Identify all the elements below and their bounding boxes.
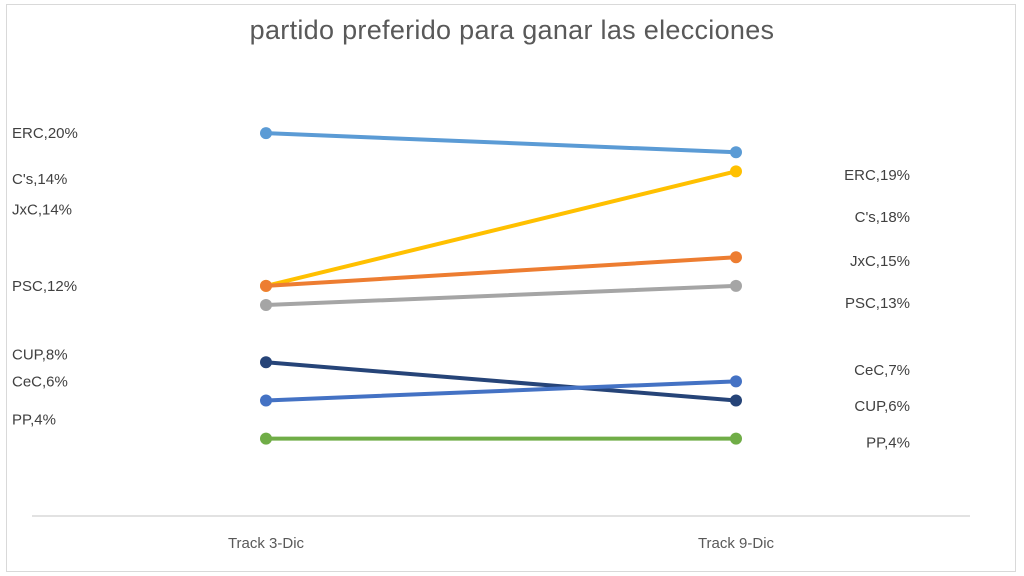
data-point [730,394,742,407]
data-point [260,279,272,292]
right-data-label: CeC,7% [854,362,910,379]
series-line [264,283,738,307]
right-data-label: C's,18% [855,209,910,226]
left-data-label: CUP,8% [12,347,68,364]
data-point [260,299,272,311]
x-tick-label: Track 9-Dic [698,535,775,552]
series-line [264,131,738,155]
series-line [264,169,738,288]
data-point [730,432,742,445]
data-point [730,375,742,388]
data-point [260,432,272,445]
right-data-label: PP,4% [866,434,910,451]
left-data-label: PP,4% [12,412,56,429]
right-data-label: ERC,19% [844,167,910,184]
data-point [730,165,742,178]
left-data-label: PSC,12% [12,278,77,295]
series-line [264,360,738,403]
left-data-label: C's,14% [12,171,67,188]
right-data-label: CUP,6% [854,398,910,415]
left-data-label: CeC,6% [12,373,68,390]
data-point [730,251,742,264]
data-point [730,146,742,159]
data-point [260,356,272,369]
series-line [264,255,738,288]
right-data-label: JxC,15% [850,253,910,270]
left-data-label: ERC,20% [12,125,78,142]
x-tick-label: Track 3-Dic [228,535,305,552]
data-point [260,394,272,407]
series-line [264,379,738,403]
data-point [730,279,742,292]
chart-title: partido preferido para ganar las eleccio… [249,15,775,45]
right-data-label: PSC,13% [845,295,910,312]
data-point [260,127,272,140]
left-data-label: JxC,14% [12,202,72,219]
chart-frame: partido preferido para ganar las eleccio… [6,4,1016,572]
